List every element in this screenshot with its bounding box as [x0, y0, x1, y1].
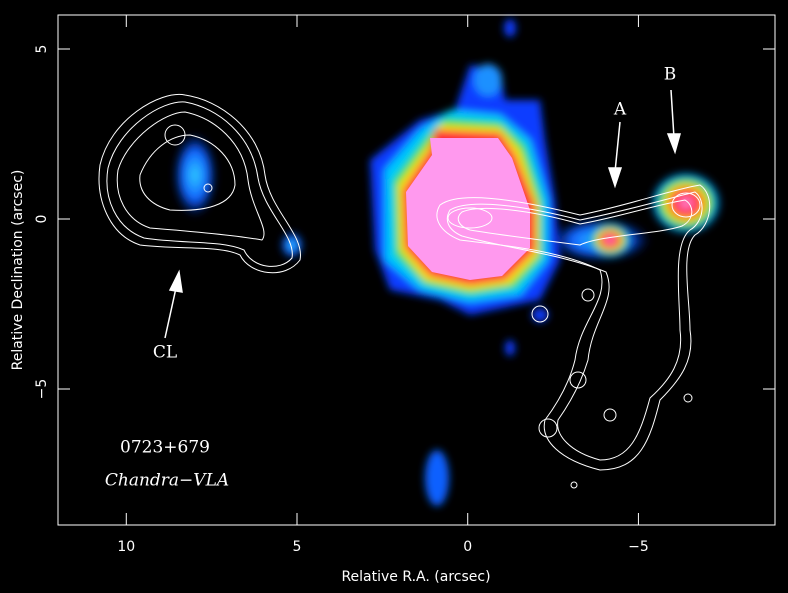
arrows	[164, 89, 681, 339]
annotation: Chandra−VLA	[105, 471, 229, 491]
y-tick-label: 5	[34, 45, 50, 54]
annotation: CL	[153, 343, 177, 363]
y-tick-label: 0	[34, 215, 50, 224]
x-tick-label: −5	[628, 539, 649, 555]
annotation: A	[613, 100, 627, 120]
x-axis-label: Relative R.A. (arcsec)	[341, 569, 490, 585]
plot-frame	[57, 14, 776, 526]
x-tick-label: 10	[117, 539, 135, 555]
x-tick-label: 5	[293, 539, 302, 555]
y-tick-label: −5	[34, 379, 50, 400]
annotation: 0723+679	[120, 438, 210, 458]
y-axis-label: Relative Declination (arcsec)	[10, 170, 26, 371]
annotation: B	[664, 65, 677, 85]
radio-contours	[98, 93, 711, 489]
x-tick-label: 0	[463, 539, 472, 555]
